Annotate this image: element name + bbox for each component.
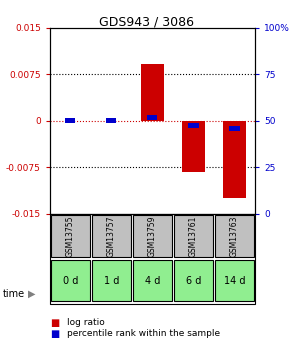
Text: ■: ■ bbox=[50, 318, 59, 327]
Text: 4 d: 4 d bbox=[145, 276, 160, 286]
Text: ▶: ▶ bbox=[28, 289, 35, 299]
Bar bbox=[215, 215, 254, 257]
Bar bbox=[223, 121, 246, 198]
Text: GSM13761: GSM13761 bbox=[189, 215, 198, 257]
Text: log ratio: log ratio bbox=[67, 318, 105, 327]
Text: GDS943 / 3086: GDS943 / 3086 bbox=[99, 16, 194, 29]
Bar bbox=[174, 260, 213, 302]
Bar bbox=[133, 215, 172, 257]
Bar bbox=[51, 260, 90, 302]
Text: 0 d: 0 d bbox=[63, 276, 78, 286]
Bar bbox=[92, 260, 131, 302]
Bar bbox=[51, 215, 90, 257]
Text: GSM13757: GSM13757 bbox=[107, 215, 116, 257]
Bar bbox=[147, 116, 158, 120]
Text: time: time bbox=[3, 289, 25, 299]
Text: 14 d: 14 d bbox=[224, 276, 245, 286]
Bar bbox=[182, 121, 205, 172]
Bar bbox=[188, 123, 199, 128]
Bar bbox=[92, 215, 131, 257]
Bar bbox=[215, 260, 254, 302]
Text: GSM13755: GSM13755 bbox=[66, 215, 75, 257]
Bar bbox=[106, 118, 117, 123]
Bar bbox=[65, 118, 76, 123]
Text: ■: ■ bbox=[50, 329, 59, 339]
Text: 1 d: 1 d bbox=[104, 276, 119, 286]
Text: GSM13759: GSM13759 bbox=[148, 215, 157, 257]
Text: GSM13763: GSM13763 bbox=[230, 215, 239, 257]
Text: 6 d: 6 d bbox=[186, 276, 201, 286]
Bar bbox=[174, 215, 213, 257]
Bar bbox=[141, 64, 163, 121]
Text: percentile rank within the sample: percentile rank within the sample bbox=[67, 329, 221, 338]
Bar bbox=[229, 126, 240, 131]
Bar bbox=[133, 260, 172, 302]
